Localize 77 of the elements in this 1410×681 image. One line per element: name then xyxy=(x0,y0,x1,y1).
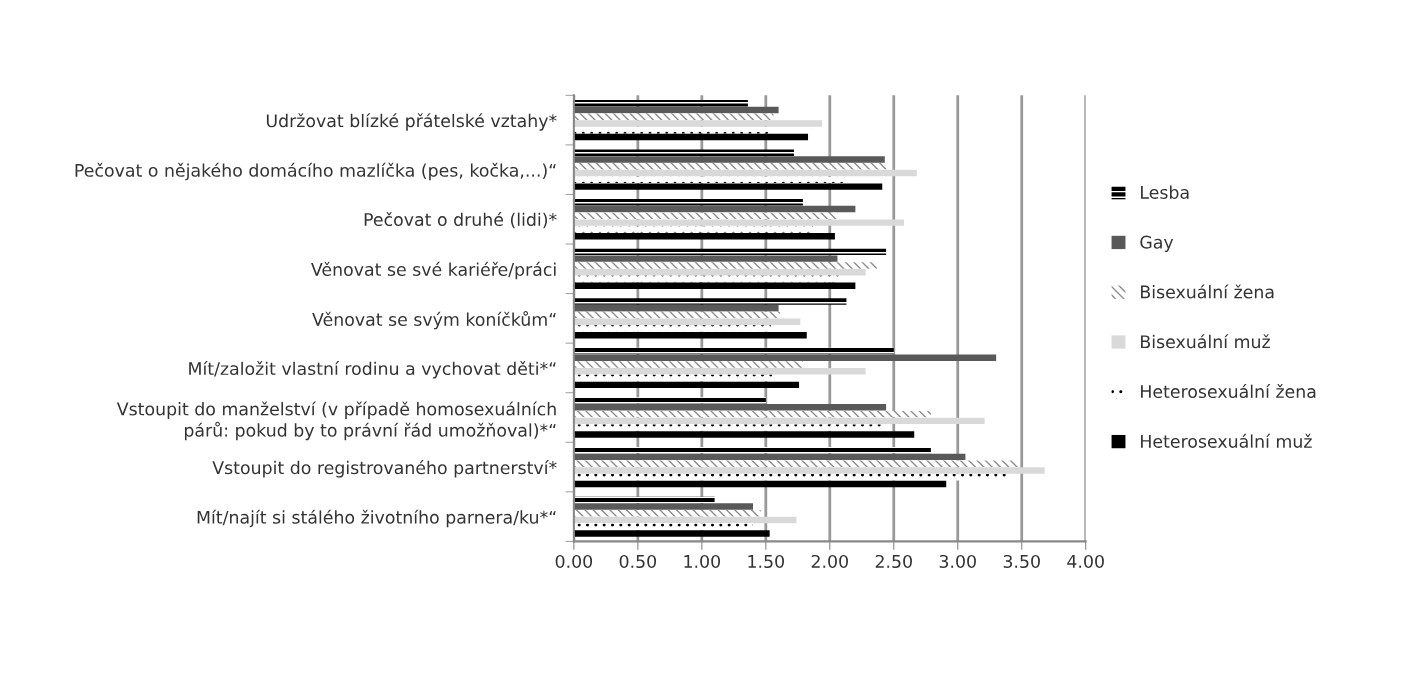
bar xyxy=(573,523,754,530)
bar xyxy=(573,467,1045,474)
bar xyxy=(573,332,807,339)
bar xyxy=(573,510,761,517)
bar xyxy=(573,275,839,283)
bar xyxy=(573,156,885,163)
bar xyxy=(573,347,894,355)
bar xyxy=(573,248,887,256)
legend-label: Heterosexuální žena xyxy=(1141,383,1316,399)
bar xyxy=(573,374,773,382)
bar xyxy=(573,318,801,325)
bar xyxy=(573,453,966,461)
x-tick-label: 0.00 xyxy=(555,554,593,569)
bar xyxy=(573,446,931,454)
bar xyxy=(573,404,887,411)
y-tick-label: Mít/založit vlastní rodinu a vychovat děti*“ xyxy=(189,360,556,379)
bar xyxy=(573,268,866,276)
bar xyxy=(573,354,997,361)
bar xyxy=(573,120,823,127)
y-tick-label: Udržovat blízké přátelské vztahy* xyxy=(266,113,557,131)
x-tick-label: 2.00 xyxy=(811,554,848,569)
y-tick-label: Pečovat o druhé (lidi)* xyxy=(364,211,557,229)
bar xyxy=(573,311,780,319)
bar xyxy=(573,212,838,220)
bar xyxy=(573,397,766,404)
x-tick-label: 4.00 xyxy=(1067,554,1104,569)
bar xyxy=(573,113,774,120)
bar xyxy=(573,304,779,312)
bar xyxy=(573,368,866,375)
bar xyxy=(573,226,814,233)
bar xyxy=(573,530,770,537)
bar xyxy=(573,205,856,213)
bar xyxy=(573,480,947,488)
bar xyxy=(573,424,881,431)
y-tick-label: Vstoupit do registrovaného partnerství* xyxy=(212,460,557,478)
bar xyxy=(573,460,1018,467)
y-tick-label: Věnovat se své kariéře/práci xyxy=(311,261,556,280)
y-tick-label: Vstoupit do manželství (v případě homosexuálních párů: pokud by to právní řád umožňoval)*“ xyxy=(116,401,556,441)
legend-label: Bisexuální muž xyxy=(1141,334,1270,349)
bar xyxy=(573,410,931,418)
bar xyxy=(573,381,800,389)
bar xyxy=(573,163,887,170)
y-tick-label: Věnovat se svým koníčkům“ xyxy=(312,311,556,330)
bar xyxy=(573,282,856,289)
bar xyxy=(573,325,771,332)
y-tick-label: Pečovat o nějakého domácího mazlíčka (pes, kočka,...)“ xyxy=(75,162,556,181)
bar xyxy=(573,474,1009,481)
x-tick-label: 3.00 xyxy=(939,554,976,569)
bar xyxy=(573,183,883,190)
bar xyxy=(573,417,985,425)
x-tick-label: 2.50 xyxy=(875,554,912,569)
legend-label: Heterosexuální muž xyxy=(1141,433,1312,448)
bar xyxy=(573,298,847,305)
bar xyxy=(573,516,797,524)
legend-label: Bisexuální žena xyxy=(1141,284,1274,299)
x-tick-label: 3.50 xyxy=(1003,554,1040,569)
bar xyxy=(573,361,803,368)
bar xyxy=(573,133,809,141)
bar xyxy=(573,176,848,184)
bar xyxy=(573,169,917,177)
legend-label: Gay xyxy=(1140,235,1174,253)
bar xyxy=(573,503,754,510)
bar xyxy=(573,149,794,156)
x-tick-label: 0.50 xyxy=(619,554,657,569)
x-tick-label: 1.00 xyxy=(684,554,720,569)
bar xyxy=(573,496,715,503)
bar xyxy=(573,431,915,438)
bar xyxy=(573,199,803,206)
bar xyxy=(573,99,748,107)
bar xyxy=(573,255,838,262)
y-tick-label: Mít/najít si stálého životního parnera/ku*“ xyxy=(197,509,556,528)
bar xyxy=(573,262,878,269)
bar xyxy=(573,106,779,114)
bar xyxy=(573,232,835,240)
legend-label: Lesba xyxy=(1141,185,1189,199)
bar xyxy=(573,219,904,226)
x-tick-label: 1.50 xyxy=(748,554,784,569)
